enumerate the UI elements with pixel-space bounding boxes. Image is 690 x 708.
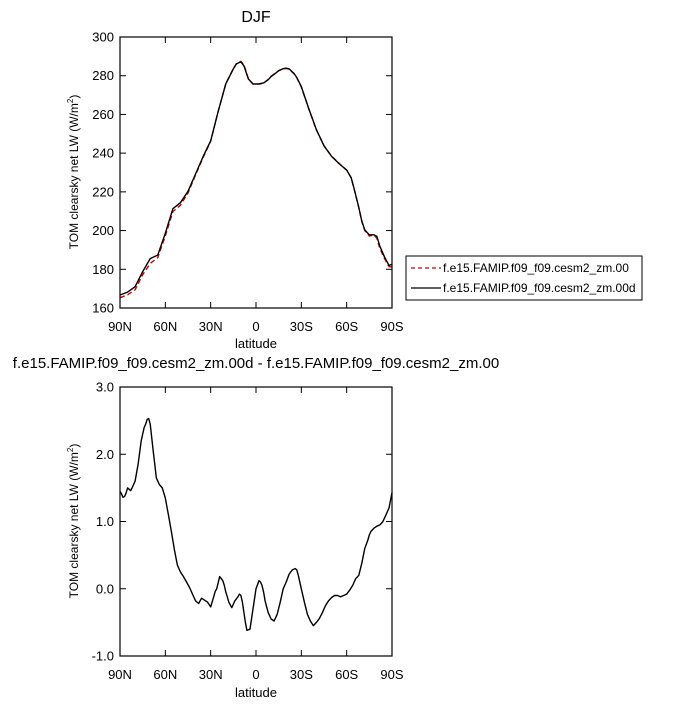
bottom-panel: f.e15.FAMIP.f09_f09.cesm2_zm.00d - f.e15… xyxy=(13,355,499,700)
top-y-tick-label: 200 xyxy=(92,223,114,238)
legend-box xyxy=(405,255,643,301)
bottom-x-tick-label: 30S xyxy=(290,667,313,682)
bottom-y-axis-label-main: TOM clearsky net LW (W/m xyxy=(67,452,81,598)
legend: f.e15.FAMIP.f09_f09.cesm2_zm.00 f.e15.FA… xyxy=(405,255,643,301)
top-x-ticks: 90N 60N 30N 0 30S 60S 90S xyxy=(108,37,404,334)
top-y-axis-label-end: ) xyxy=(67,95,81,99)
top-y-tick-label: 240 xyxy=(92,146,114,161)
top-panel: DJF 90N 60N 30N 0 30S 60S 90S 160 180 200 220 240 2… xyxy=(66,9,643,351)
top-y-axis-label: TOM clearsky net LW (W/m2) xyxy=(66,95,81,250)
top-plot-frame xyxy=(119,36,393,309)
bottom-series-line-0 xyxy=(119,417,393,632)
top-y-tick-label: 280 xyxy=(92,68,114,83)
top-chart-title: DJF xyxy=(241,9,271,26)
top-x-axis-label: latitude xyxy=(235,336,277,351)
top-x-tick-label: 30N xyxy=(199,319,223,334)
bottom-x-tick-label: 30N xyxy=(199,667,223,682)
top-series-line-1 xyxy=(119,61,393,296)
bottom-y-axis-label: TOM clearsky net LW (W/m2) xyxy=(66,444,81,599)
bottom-x-tick-label: 90N xyxy=(108,667,132,682)
top-series-lines xyxy=(119,60,393,299)
bottom-x-tick-label: 90S xyxy=(380,667,403,682)
bottom-y-axis-label-end: ) xyxy=(67,444,81,448)
bottom-y-tick-label: 0.0 xyxy=(96,581,114,596)
top-y-axis-label-sup: 2 xyxy=(66,98,75,103)
bottom-x-tick-label: 60N xyxy=(153,667,177,682)
bottom-x-tick-label: 60S xyxy=(335,667,358,682)
top-y-axis-label-main: TOM clearsky net LW (W/m xyxy=(67,103,81,249)
bottom-y-tick-label: 3.0 xyxy=(96,380,114,395)
top-y-tick-label: 220 xyxy=(92,184,114,199)
top-x-tick-label: 0 xyxy=(252,319,259,334)
bottom-x-axis-label: latitude xyxy=(235,685,277,700)
top-x-tick-label: 90N xyxy=(108,319,132,334)
top-y-tick-label: 260 xyxy=(92,107,114,122)
legend-label-run-00d: f.e15.FAMIP.f09_f09.cesm2_zm.00d xyxy=(443,281,636,295)
top-y-tick-label: 160 xyxy=(92,301,114,316)
top-x-tick-label: 90S xyxy=(380,319,403,334)
top-x-tick-label: 60N xyxy=(153,319,177,334)
bottom-plot-frame xyxy=(119,386,393,657)
top-y-tick-label: 180 xyxy=(92,262,114,277)
bottom-y-tick-label: -1.0 xyxy=(92,649,114,664)
bottom-x-ticks: 90N 60N 30N 0 30S 60S 90S xyxy=(108,387,404,682)
bottom-y-axis-label-sup: 2 xyxy=(66,447,75,452)
legend-label-run-00: f.e15.FAMIP.f09_f09.cesm2_zm.00 xyxy=(443,261,629,275)
bottom-y-tick-label: 2.0 xyxy=(96,447,114,462)
top-y-ticks: 160 180 200 220 240 260 280 300 xyxy=(92,30,392,316)
top-x-tick-label: 60S xyxy=(335,319,358,334)
bottom-x-tick-label: 0 xyxy=(252,667,259,682)
top-y-tick-label: 300 xyxy=(92,30,114,45)
bottom-series-lines xyxy=(119,417,393,632)
top-x-tick-label: 30S xyxy=(290,319,313,334)
bottom-y-ticks: -1.0 0.0 1.0 2.0 3.0 xyxy=(92,380,392,664)
bottom-y-tick-label: 1.0 xyxy=(96,514,114,529)
bottom-chart-title: f.e15.FAMIP.f09_f09.cesm2_zm.00d - f.e15… xyxy=(13,355,499,372)
